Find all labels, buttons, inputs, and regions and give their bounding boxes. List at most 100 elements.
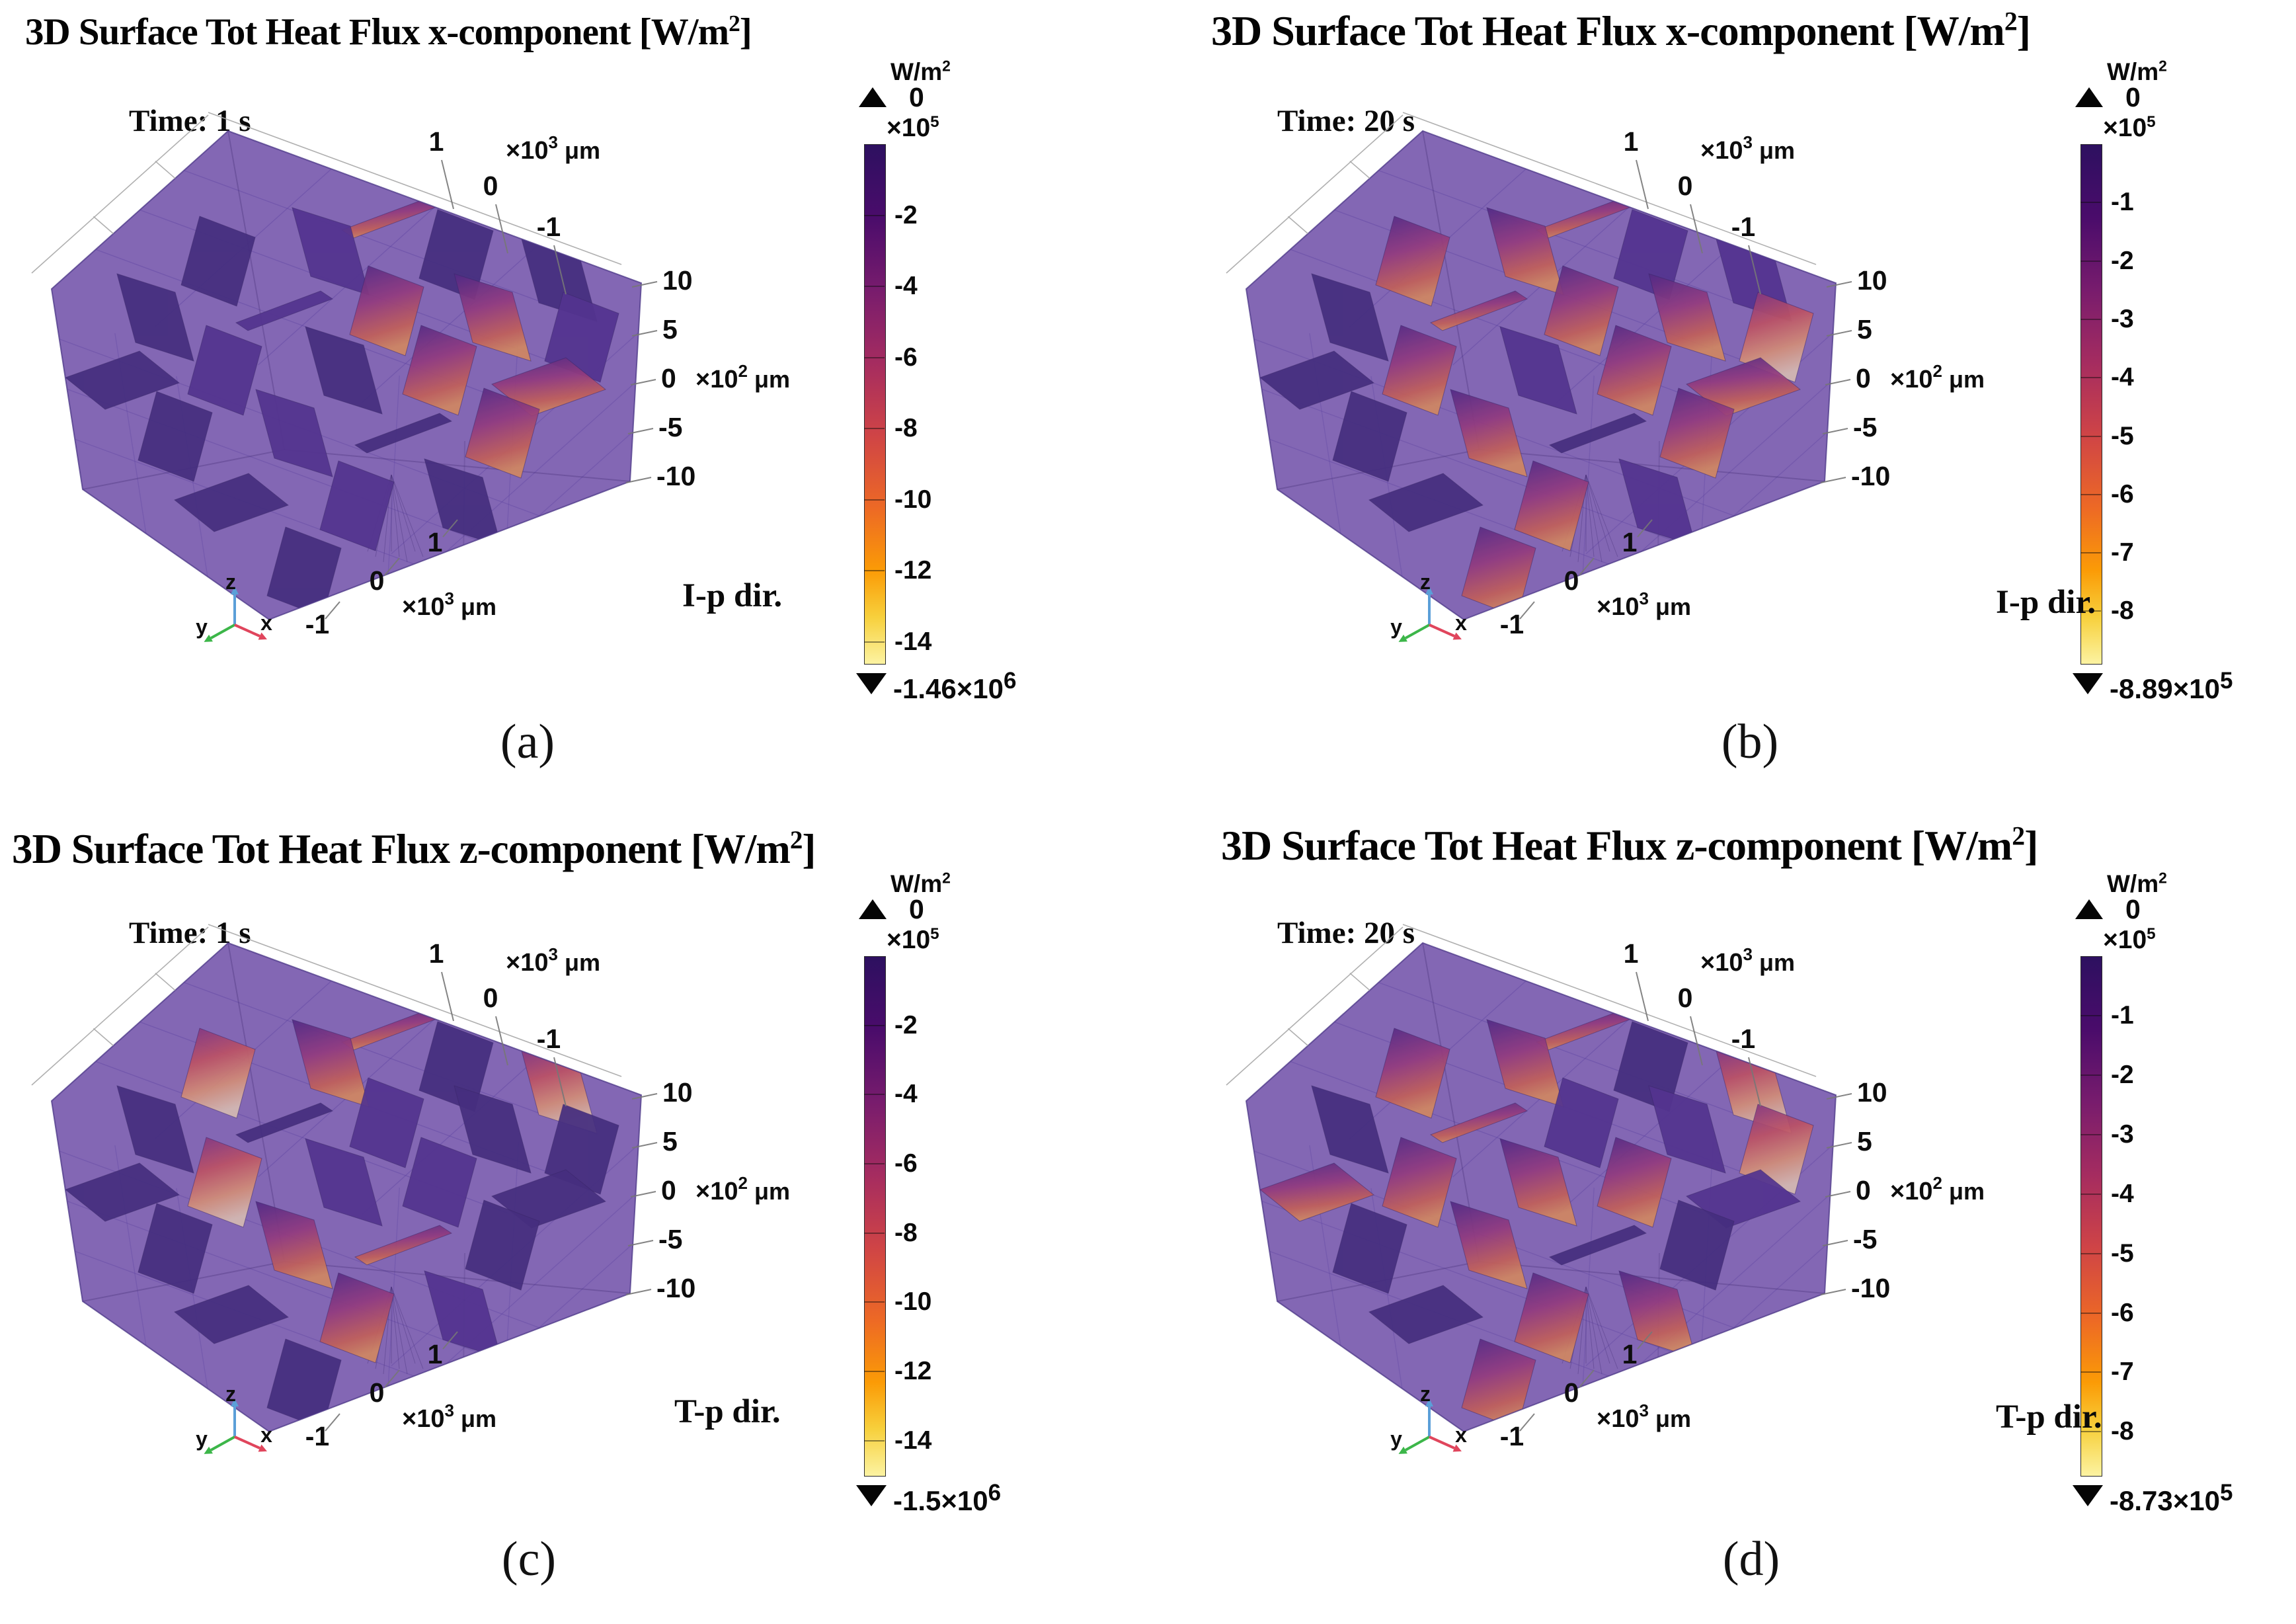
cube-body: [1246, 131, 1836, 620]
platelet: [491, 357, 607, 417]
platelet: [235, 290, 334, 331]
platelet: [465, 387, 540, 479]
platelet: [1548, 413, 1647, 454]
x-axis-scale-label: ×103 μm: [402, 1401, 496, 1433]
platelet: [1553, 1377, 1669, 1432]
platelet: [1311, 273, 1389, 362]
platelet: [1597, 325, 1672, 416]
colorbar-tick-label: -4: [2111, 1179, 2134, 1208]
platelet: [1382, 325, 1457, 416]
y-axis-tick-label: 1: [429, 126, 444, 157]
cube-body: [1246, 943, 1836, 1432]
platelet: [116, 1085, 194, 1174]
triad-x-label: x: [260, 1423, 272, 1447]
time-annotation: Time: 1 s: [129, 916, 251, 950]
platelet: [1548, 1225, 1647, 1266]
axis-triad-icon: zy x: [1390, 570, 1467, 642]
z-axis-tick-label: -5: [1853, 1224, 1877, 1254]
max-arrow-icon: [859, 899, 887, 919]
cube-hidden-edges: [82, 131, 631, 620]
colorbar-tick-label: -5: [2111, 1238, 2134, 1268]
time-annotation: Time: 20 s: [1277, 104, 1415, 138]
z-axis-tick-label: 0: [1856, 1175, 1871, 1205]
platelet: [544, 1104, 619, 1195]
colorbar-tick-label: -5: [2111, 421, 2134, 450]
colorbar-tick-mark: [2080, 435, 2101, 437]
platelet: [340, 1010, 440, 1051]
colorbar-tick-label: -6: [2111, 1298, 2134, 1327]
platelet: [1597, 1137, 1672, 1228]
colorbar-min-value: -8.89×105: [2110, 668, 2233, 704]
max-arrow-icon: [2075, 87, 2103, 107]
platelet: [454, 273, 532, 362]
x-axis-tick-label: 0: [1564, 1377, 1579, 1408]
colorbar-tick-mark: [864, 428, 885, 430]
z-axis-scale-label: ×102 μm: [695, 361, 790, 393]
z-axis-tick-label: -10: [1851, 461, 1890, 491]
wireframe-cluster: [367, 1286, 424, 1375]
colorbar-tick-mark: [2080, 377, 2101, 379]
platelet: [418, 209, 494, 300]
platelet: [292, 207, 370, 296]
platelet: [319, 460, 395, 551]
colorbar-scale-label: ×105: [887, 113, 939, 142]
panel-d: 3D Surface Tot Heat Flux z-component [W/…: [1148, 812, 2296, 1624]
colorbar-tick-label: -8: [894, 414, 918, 443]
platelet: [305, 1138, 383, 1227]
cube-body: [52, 131, 641, 620]
colorbar-tick-label: -7: [2111, 1358, 2134, 1387]
cube-hidden-edges: [82, 943, 631, 1432]
colorbar-max-value: 0: [2125, 82, 2141, 112]
min-arrow-icon: [856, 1485, 887, 1506]
colorbar: W/m2 0 ×105 -2 -4 -6 -8 -10 -12 -14 -1.5×106: [856, 870, 1147, 1538]
y-axis-tick-label: 0: [1678, 171, 1693, 201]
z-axis-tick-label: 10: [1857, 1077, 1887, 1108]
colorbar-tick-label: -1: [2111, 188, 2134, 217]
colorbar-tick-mark: [2080, 1014, 2101, 1016]
colorbar-tick-label: -14: [894, 1426, 932, 1455]
platelet: [292, 1019, 370, 1108]
y-axis-tick-label: -1: [537, 212, 561, 242]
colorbar-tick-label: -8: [2111, 596, 2134, 626]
wireframe-cluster: [1562, 1286, 1618, 1375]
platelet: [1685, 1169, 1801, 1229]
colorbar-tick-mark: [864, 214, 885, 216]
colorbar-gradient: [864, 956, 886, 1477]
triad-z-label: z: [225, 1382, 236, 1406]
x-axis-scale-label: ×103 μm: [402, 589, 496, 621]
cube-silhouette: [50, 130, 643, 621]
cube-body: [52, 943, 641, 1432]
colorbar-tick-label: -4: [894, 1080, 918, 1109]
platelet: [354, 413, 453, 454]
platelet: [1450, 1201, 1528, 1289]
platelet: [464, 1344, 580, 1404]
platelet: [1685, 357, 1801, 417]
triad-x-label: x: [1455, 1423, 1467, 1447]
platelet: [1311, 1085, 1389, 1174]
z-axis-scale-label: ×102 μm: [1890, 361, 1985, 393]
colorbar-unit-label: W/m2: [891, 869, 951, 897]
platelet: [1375, 216, 1450, 307]
wireframe-cluster: [367, 474, 424, 563]
platelet: [1648, 273, 1726, 362]
y-axis-tick-label: 0: [483, 171, 498, 201]
platelet: [349, 1077, 424, 1168]
y-axis-tick-label: 0: [483, 983, 498, 1013]
colorbar-tick-mark: [2080, 1133, 2101, 1135]
colorbar-tick-mark: [2080, 1312, 2101, 1314]
cube-hidden-edges: [1277, 131, 1825, 620]
platelet: [1613, 1021, 1688, 1112]
x-axis-tick-label: 0: [1564, 565, 1579, 596]
colorbar: W/m2 0 ×105 -1 -2 -3 -4 -5 -6 -7 -8 -8.73×105: [2073, 870, 2296, 1538]
colorbar-tick-mark: [2080, 493, 2101, 495]
x-axis-tick-label: 1: [428, 527, 443, 557]
colorbar-min-value: -1.46×106: [893, 668, 1017, 704]
panel-b: 3D Surface Tot Heat Flux x-component [W/…: [1148, 0, 2296, 812]
colorbar-tick-label: -14: [894, 627, 932, 656]
colorbar-tick-mark: [2080, 1371, 2101, 1373]
platelet: [1499, 1138, 1577, 1227]
colorbar-tick-label: -8: [894, 1218, 918, 1247]
panel-title: 3D Surface Tot Heat Flux z-component [W/…: [1221, 821, 2038, 869]
